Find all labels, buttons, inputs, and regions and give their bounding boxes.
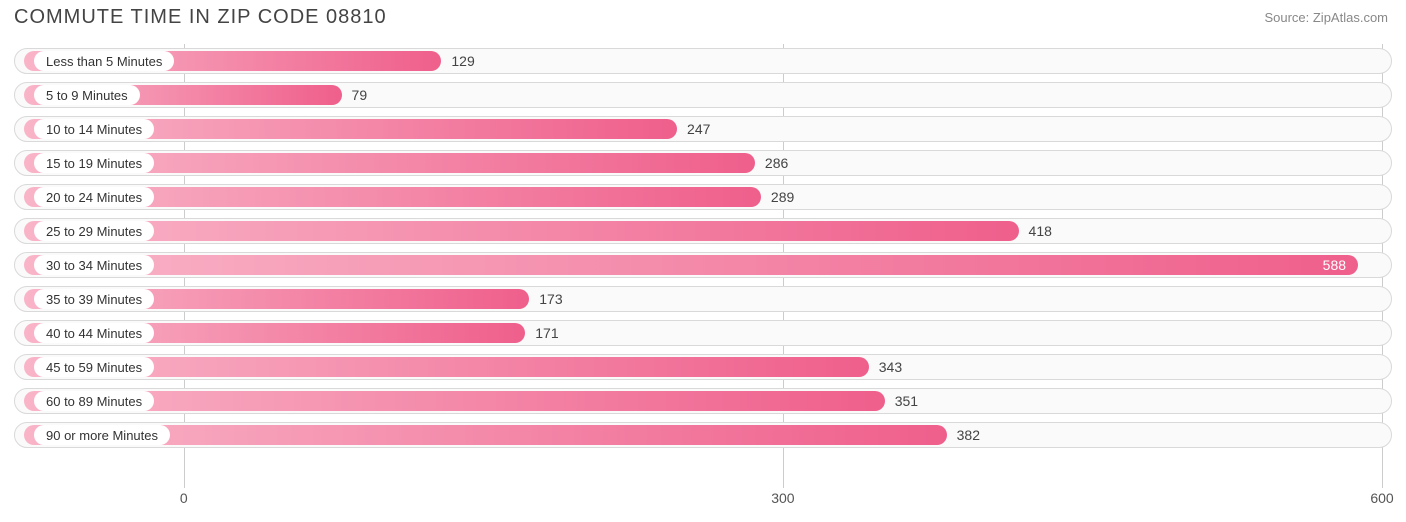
plot-area: 129 Less than 5 Minutes 79 5 to 9 Minutes 24… — [14, 44, 1392, 488]
bar-wrap: 382 — [24, 425, 1382, 445]
category-pill: 15 to 19 Minutes — [34, 153, 154, 173]
bar-wrap: 418 — [24, 221, 1382, 241]
chart-row: 79 5 to 9 Minutes — [14, 78, 1392, 112]
category-pill: 35 to 39 Minutes — [34, 289, 154, 309]
chart-row: 382 90 or more Minutes — [14, 418, 1392, 452]
chart-row: 129 Less than 5 Minutes — [14, 44, 1392, 78]
chart-row: 351 60 to 89 Minutes — [14, 384, 1392, 418]
category-pill: 45 to 59 Minutes — [34, 357, 154, 377]
bar-wrap: 343 — [24, 357, 1382, 377]
chart-row: 418 25 to 29 Minutes — [14, 214, 1392, 248]
bar-wrap: 173 — [24, 289, 1382, 309]
bar-value: 351 — [885, 391, 918, 411]
x-tick-label: 600 — [1370, 490, 1393, 506]
x-axis: 0300600 — [24, 490, 1382, 510]
bar-value: 173 — [529, 289, 562, 309]
category-pill: 60 to 89 Minutes — [34, 391, 154, 411]
bar-value: 289 — [761, 187, 794, 207]
chart-row: 173 35 to 39 Minutes — [14, 282, 1392, 316]
bar-value: 247 — [677, 119, 710, 139]
category-pill: 5 to 9 Minutes — [34, 85, 140, 105]
bar-value: 418 — [1019, 221, 1052, 241]
category-pill: Less than 5 Minutes — [34, 51, 174, 71]
bar-wrap: 79 — [24, 85, 1382, 105]
bar-wrap: 129 — [24, 51, 1382, 71]
chart-row: 289 20 to 24 Minutes — [14, 180, 1392, 214]
bar-value: 343 — [869, 357, 902, 377]
chart-row: 343 45 to 59 Minutes — [14, 350, 1392, 384]
category-pill: 30 to 34 Minutes — [34, 255, 154, 275]
bar-value: 588 — [24, 255, 1358, 275]
x-tick-label: 0 — [180, 490, 188, 506]
chart-title: COMMUTE TIME IN ZIP CODE 08810 — [14, 6, 387, 29]
category-pill: 90 or more Minutes — [34, 425, 170, 445]
category-pill: 40 to 44 Minutes — [34, 323, 154, 343]
chart-row: 286 15 to 19 Minutes — [14, 146, 1392, 180]
category-pill: 20 to 24 Minutes — [34, 187, 154, 207]
bar-wrap: 351 — [24, 391, 1382, 411]
chart-row: 247 10 to 14 Minutes — [14, 112, 1392, 146]
bar-wrap: 247 — [24, 119, 1382, 139]
category-pill: 25 to 29 Minutes — [34, 221, 154, 241]
bar-value: 171 — [525, 323, 558, 343]
bar-value: 382 — [947, 425, 980, 445]
source-attribution: Source: ZipAtlas.com — [1264, 10, 1388, 25]
bar-wrap: 171 — [24, 323, 1382, 343]
bar-value: 79 — [342, 85, 368, 105]
chart-container: COMMUTE TIME IN ZIP CODE 08810 Source: Z… — [0, 0, 1406, 522]
bar-wrap: 289 — [24, 187, 1382, 207]
bar-wrap: 588 — [24, 255, 1382, 275]
chart-row: 171 40 to 44 Minutes — [14, 316, 1392, 350]
bar-value: 129 — [441, 51, 474, 71]
chart-row: 58830 to 34 Minutes — [14, 248, 1392, 282]
bar-value: 286 — [755, 153, 788, 173]
category-pill: 10 to 14 Minutes — [34, 119, 154, 139]
bar — [24, 221, 1019, 241]
x-tick-label: 300 — [771, 490, 794, 506]
bar-wrap: 286 — [24, 153, 1382, 173]
